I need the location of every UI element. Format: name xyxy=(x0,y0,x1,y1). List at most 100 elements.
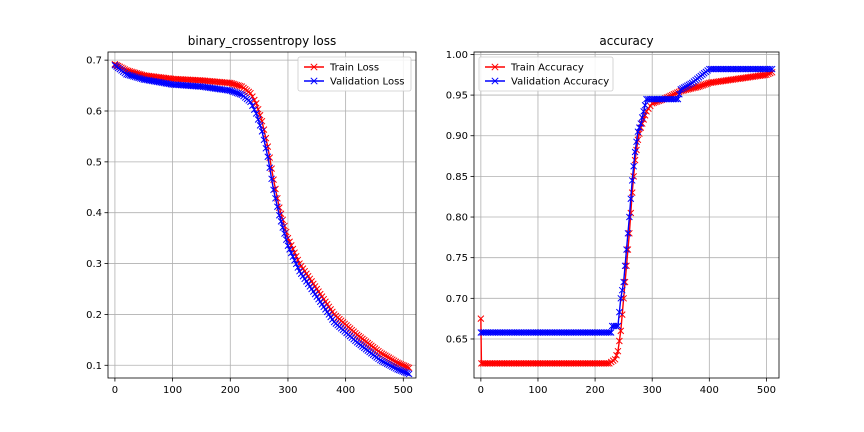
accuracy-series-1-point xyxy=(620,278,627,286)
accuracy-series-1-point xyxy=(633,138,640,146)
loss-y-tick-label: 0.2 xyxy=(86,310,102,321)
loss-series-1-point xyxy=(260,136,268,144)
accuracy-series-0-point xyxy=(477,315,485,323)
accuracy-y-tick-label: 1.00 xyxy=(446,50,468,61)
loss-series-1-point xyxy=(387,362,394,370)
accuracy-y-tick-label: 0.90 xyxy=(446,131,468,142)
loss-x-tick-label: 400 xyxy=(336,385,355,396)
accuracy-y-tick-label: 0.70 xyxy=(446,294,468,305)
loss-series-1-point xyxy=(274,203,281,211)
loss-series-1-point xyxy=(258,127,266,135)
accuracy-y-tick-label: 0.95 xyxy=(446,91,468,102)
accuracy-series-0-point xyxy=(631,156,639,164)
accuracy-series-1-point xyxy=(640,107,647,115)
accuracy-series-0-point xyxy=(614,347,622,355)
loss-series-1-point xyxy=(282,236,290,244)
accuracy-series-0-point xyxy=(628,189,636,196)
accuracy-series-1-point xyxy=(616,308,623,316)
loss-series-0 xyxy=(111,60,413,372)
accuracy-series-1-point xyxy=(621,262,629,270)
loss-series-1-point xyxy=(250,106,258,113)
accuracy-series-1-point xyxy=(624,229,632,237)
accuracy-series-0-point xyxy=(763,71,770,79)
loss-chart-ticks: 0 100 200 300 400 500 0.1 0.2 0.3 0.4 0.5 0.6 0.7 xyxy=(86,56,413,396)
accuracy-series-1-point xyxy=(657,95,664,103)
loss-series-1-point xyxy=(388,363,396,370)
loss-series-0-point xyxy=(387,355,394,363)
loss-series-1-point xyxy=(382,359,389,367)
loss-series-1-point xyxy=(264,153,272,161)
accuracy-series-0-point xyxy=(613,351,620,359)
loss-series-1-point xyxy=(270,186,277,194)
accuracy-y-tick-label: 0.65 xyxy=(446,334,468,345)
accuracy-series-1-point xyxy=(607,329,615,336)
accuracy-series-1-point xyxy=(652,95,659,103)
loss-legend-marker-0 xyxy=(310,63,318,71)
loss-legend-box xyxy=(297,56,412,92)
accuracy-series-1-point xyxy=(672,95,680,103)
loss-series-1-point xyxy=(275,211,283,219)
accuracy-series-1-point xyxy=(635,124,643,131)
loss-chart-legend: Train Loss Validation Loss xyxy=(297,56,412,92)
accuracy-series-0-point xyxy=(764,70,772,78)
accuracy-chart-series xyxy=(477,65,776,367)
loss-y-tick-label: 0.4 xyxy=(86,208,102,219)
accuracy-x-tick-label: 300 xyxy=(643,385,662,396)
accuracy-series-0-point xyxy=(604,360,611,367)
loss-x-tick-label: 100 xyxy=(163,385,182,396)
accuracy-series-1-point xyxy=(634,128,642,136)
loss-series-1-point xyxy=(404,369,411,377)
loss-series-0-point xyxy=(236,82,244,90)
accuracy-series-1-point xyxy=(674,95,682,103)
loss-series-1-point xyxy=(262,144,270,152)
accuracy-chart-title: accuracy xyxy=(599,34,653,48)
loss-series-1-point xyxy=(390,364,398,371)
loss-series-1-point xyxy=(277,218,285,225)
loss-series-0-point xyxy=(394,359,401,367)
accuracy-series-1-point xyxy=(641,101,649,109)
loss-series-0-point xyxy=(395,360,403,367)
accuracy-series-1-point xyxy=(650,95,658,103)
loss-legend-marker-1 xyxy=(310,77,318,85)
accuracy-x-tick-label: 200 xyxy=(586,385,605,396)
loss-series-1-point xyxy=(284,242,292,250)
loss-series-0-point xyxy=(404,363,411,371)
loss-series-1-point xyxy=(294,264,302,271)
loss-legend-label-0: Train Loss xyxy=(329,63,379,74)
loss-series-0-point xyxy=(376,349,384,356)
accuracy-series-1-point xyxy=(617,294,625,302)
loss-chart-series xyxy=(111,60,413,378)
accuracy-series-1-point xyxy=(655,95,663,103)
loss-series-1-point xyxy=(281,230,288,237)
accuracy-series-1-point xyxy=(623,246,630,253)
loss-series-0-point xyxy=(250,96,258,104)
accuracy-series-0-point xyxy=(630,173,637,180)
accuracy-series-0-point xyxy=(627,209,635,217)
accuracy-series-1-point xyxy=(766,65,774,73)
accuracy-series-1-point xyxy=(675,90,683,98)
loss-series-1-point xyxy=(287,249,295,257)
loss-series-1-point xyxy=(236,90,244,98)
loss-series-1-point xyxy=(383,360,391,368)
accuracy-series-1-point xyxy=(768,65,776,73)
loss-series-1-point xyxy=(291,256,298,264)
loss-series-0-point xyxy=(378,350,386,357)
loss-series-1-point xyxy=(252,110,260,117)
accuracy-x-tick-label: 0 xyxy=(478,385,484,396)
loss-y-tick-label: 0.1 xyxy=(86,361,102,372)
loss-series-1-point xyxy=(249,102,256,110)
loss-y-tick-label: 0.6 xyxy=(86,106,102,117)
loss-series-0-point xyxy=(390,357,398,365)
accuracy-chart: 0 100 200 300 400 500 0.65 0.70 0.75 0.80 0.85 0.90… xyxy=(446,34,780,396)
loss-series-1-point xyxy=(292,260,300,268)
loss-series-1-point xyxy=(380,358,388,366)
loss-series-0-point xyxy=(385,354,393,362)
accuracy-series-1-point xyxy=(638,114,646,121)
accuracy-x-tick-label: 100 xyxy=(528,385,547,396)
loss-x-tick-label: 300 xyxy=(278,385,297,396)
accuracy-series-0-point xyxy=(611,355,619,363)
accuracy-x-tick-label: 400 xyxy=(700,385,719,396)
loss-series-1-point xyxy=(272,194,279,202)
loss-series-0-point xyxy=(392,358,400,366)
loss-series-1-point xyxy=(279,224,287,231)
